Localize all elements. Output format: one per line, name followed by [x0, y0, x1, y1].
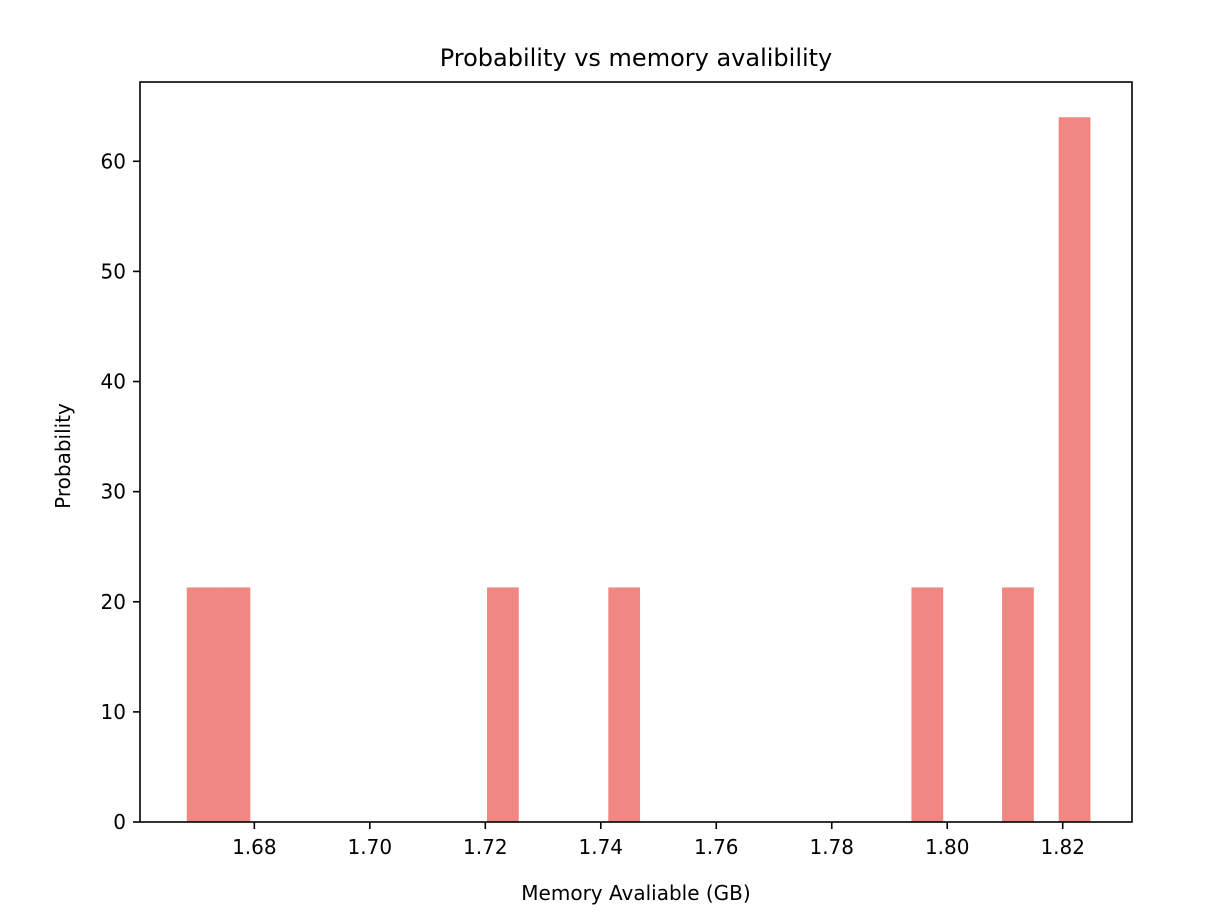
histogram-bar-4	[608, 587, 641, 822]
y-axis-ticks: 0 10 20 30 40 50 60	[101, 149, 140, 834]
histogram-bar-5	[911, 587, 944, 822]
histogram-bar-7	[1058, 117, 1091, 822]
y-axis-label: Probability	[51, 403, 75, 509]
histogram-bar-3	[487, 587, 519, 822]
x-tick-label: 1.70	[348, 835, 393, 859]
y-tick-label: 40	[101, 370, 126, 394]
x-tick-label: 1.78	[809, 835, 854, 859]
y-tick-label: 30	[101, 480, 126, 504]
y-tick-label: 50	[101, 259, 126, 283]
histogram-bar-1	[186, 587, 219, 822]
x-tick-label: 1.74	[579, 835, 624, 859]
x-tick-label: 1.76	[694, 835, 739, 859]
histogram-bar-2	[218, 587, 251, 822]
bars-group	[186, 117, 1091, 822]
chart-title: Probability vs memory avalibility	[440, 44, 833, 72]
histogram-bar-6	[1002, 587, 1034, 822]
x-axis-ticks: 1.68 1.70 1.72 1.74 1.76 1.78 1.80 1.82	[232, 822, 1085, 859]
x-axis-label: Memory Avaliable (GB)	[521, 881, 750, 905]
x-tick-label: 1.80	[925, 835, 970, 859]
y-tick-label: 20	[101, 590, 126, 614]
plot-frame	[139, 81, 1133, 823]
y-tick-label: 0	[113, 810, 126, 834]
x-tick-label: 1.68	[232, 835, 277, 859]
x-tick-label: 1.72	[463, 835, 508, 859]
x-tick-label: 1.82	[1040, 835, 1085, 859]
y-tick-label: 10	[101, 700, 126, 724]
y-tick-label: 60	[101, 149, 126, 173]
